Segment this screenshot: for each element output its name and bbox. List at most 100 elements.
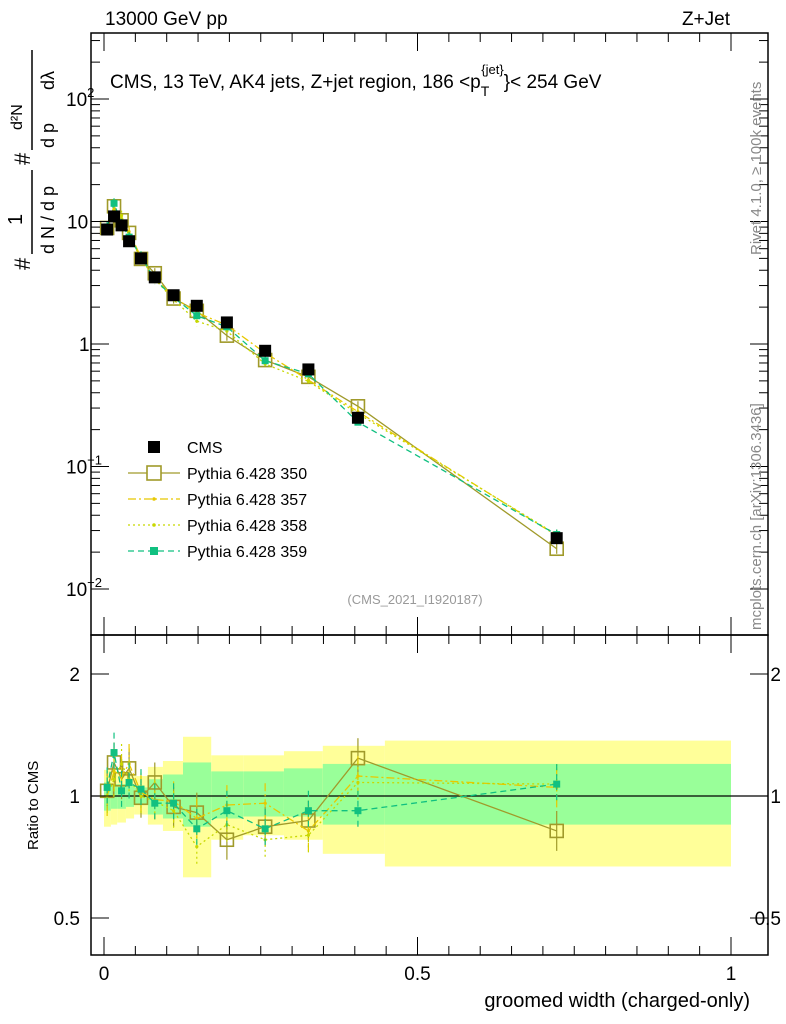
series-line-main xyxy=(106,207,558,537)
y-tick-label: 10−1 xyxy=(66,453,102,479)
axes: 102 10 1 10−1 10−2 2 2 1 1 0.5 0.5 0 0.5 1 xyxy=(54,32,781,985)
ratio-band-green xyxy=(384,763,731,825)
point-cms xyxy=(259,344,272,357)
svg-text:dλ: dλ xyxy=(38,71,58,90)
svg-text:d²N: d²N xyxy=(9,104,26,130)
point-Pythia-6-428-350 xyxy=(350,750,366,766)
x-tick-label: 1 xyxy=(726,964,737,985)
point-cms xyxy=(550,532,563,545)
ratio-frame xyxy=(90,634,769,956)
legend-marker xyxy=(152,523,156,527)
svg-text:#: # xyxy=(10,152,35,165)
point-Pythia-6-428-358 xyxy=(119,762,124,766)
point-Pythia-6-428-359 xyxy=(110,199,118,207)
ratio-y-tick-label: 2 xyxy=(69,665,80,686)
legend-marker-cms xyxy=(148,441,160,453)
point-Pythia-6-428-358 xyxy=(195,845,199,849)
point-Pythia-6-428-358 xyxy=(356,780,360,785)
point-Pythia-6-428-357 xyxy=(263,801,267,805)
point-Pythia-6-428-359 xyxy=(125,778,133,786)
point-Pythia-6-428-357 xyxy=(112,769,116,774)
point-cms xyxy=(167,289,180,302)
svg-text:#: # xyxy=(10,257,35,270)
point-Pythia-6-428-358 xyxy=(119,214,124,218)
point-Pythia-6-428-359 xyxy=(151,799,159,807)
point-Pythia-6-428-358 xyxy=(195,319,199,323)
y-tick-label: 10−2 xyxy=(66,575,102,601)
svg-text:1: 1 xyxy=(5,214,27,225)
point-Pythia-6-428-357 xyxy=(195,816,199,821)
point-Pythia-6-428-350 xyxy=(219,832,235,848)
svg-text:d p: d p xyxy=(38,123,58,148)
point-Pythia-6-428-359 xyxy=(304,807,312,815)
ratio-y-tick-label-right: 1 xyxy=(770,787,781,808)
point-Pythia-6-428-359 xyxy=(110,749,118,757)
point-Pythia-6-428-359 xyxy=(170,799,178,807)
point-Pythia-6-428-359 xyxy=(118,787,126,795)
legend-label: CMS xyxy=(187,440,223,457)
point-Pythia-6-428-359 xyxy=(137,785,145,793)
legend-label: Pythia 6.428 350 xyxy=(187,466,307,483)
series-line-main xyxy=(106,204,558,550)
data-marks xyxy=(91,198,768,867)
rivet-label: Rivet 4.1.0, ≥ 100k events xyxy=(748,82,765,255)
point-Pythia-6-428-359 xyxy=(261,357,269,365)
ratio-y-tick-label-right: 2 xyxy=(770,665,781,686)
plot-title: CMS, 13 TeV, AK4 jets, Z+jet region, 186… xyxy=(110,62,602,99)
ratio-band-green xyxy=(243,771,284,817)
point-cms xyxy=(220,316,233,329)
point-Pythia-6-428-358 xyxy=(139,794,143,798)
legend-marker xyxy=(146,465,162,481)
header-right: Z+Jet xyxy=(682,9,731,30)
point-Pythia-6-428-359 xyxy=(193,312,201,320)
ratio-y-tick-label-right: 0.5 xyxy=(755,909,781,930)
ratio-band-green xyxy=(322,763,385,825)
point-Pythia-6-428-358 xyxy=(112,777,116,781)
legend-label: Pythia 6.428 358 xyxy=(187,518,307,535)
mcplots-label: mcplots.cern.ch [arXiv:1306.3436] xyxy=(748,403,765,630)
point-cms xyxy=(351,411,364,424)
point-cms xyxy=(148,271,161,284)
legend-marker xyxy=(150,547,158,555)
x-tick-label: 0 xyxy=(99,964,110,985)
svg-text:d N / d p: d N / d p xyxy=(38,186,58,254)
point-cms xyxy=(115,219,128,232)
analysis-id: (CMS_2021_I1920187) xyxy=(347,592,482,607)
point-Pythia-6-428-357 xyxy=(112,207,116,211)
point-Pythia-6-428-358 xyxy=(171,809,176,813)
ratio-y-tick-label: 1 xyxy=(69,787,80,808)
point-Pythia-6-428-358 xyxy=(306,379,311,383)
ratio-y-tick-label: 0.5 xyxy=(54,909,80,930)
y-tick-label: 1 xyxy=(79,335,90,356)
series-line-main xyxy=(106,210,558,536)
y-tick-label: 10 xyxy=(67,213,88,234)
y-tick-label: 102 xyxy=(66,85,94,111)
legend-marker xyxy=(152,497,156,501)
series-line-main xyxy=(106,201,558,536)
point-Pythia-6-428-359 xyxy=(553,780,561,788)
point-cms xyxy=(123,235,136,248)
point-Pythia-6-428-350 xyxy=(549,823,564,839)
x-axis-label: groomed width (charged-only) xyxy=(484,990,750,1012)
point-Pythia-6-428-359 xyxy=(261,825,269,833)
y-axis-label: # 1 d N / d p # d²N d p dλ xyxy=(5,50,58,270)
point-cms xyxy=(302,363,315,376)
point-Pythia-6-428-359 xyxy=(193,825,201,833)
point-cms xyxy=(190,299,203,312)
ratio-y-label: Ratio to CMS xyxy=(25,761,42,850)
ratio-uncertainty-bands xyxy=(104,736,731,878)
legend-label: Pythia 6.428 359 xyxy=(187,544,307,561)
header-left: 13000 GeV pp xyxy=(105,9,228,30)
legend-label: Pythia 6.428 357 xyxy=(187,492,307,509)
ratio-band-green xyxy=(283,768,323,817)
point-Pythia-6-428-359 xyxy=(223,807,231,815)
legend: CMS Pythia 6.428 350 Pythia 6.428 357 Pythi… xyxy=(128,440,307,561)
point-cms xyxy=(101,223,114,236)
point-Pythia-6-428-358 xyxy=(306,833,311,837)
x-tick-label: 0.5 xyxy=(404,964,430,985)
point-Pythia-6-428-357 xyxy=(356,774,360,778)
point-cms xyxy=(134,252,147,265)
point-Pythia-6-428-359 xyxy=(354,807,362,815)
point-Pythia-6-428-359 xyxy=(103,783,111,791)
